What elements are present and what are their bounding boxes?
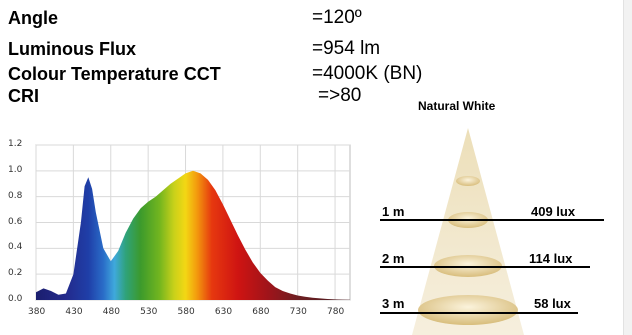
spec-luminous-flux-label: Luminous Flux (8, 39, 136, 59)
spec-cri-value: =>80 (318, 85, 362, 106)
y-tick-label: 0.0 (8, 294, 23, 304)
y-tick-label: 0.8 (8, 190, 23, 201)
x-tick-label: 780 (327, 307, 345, 317)
beam-lux-3m: 58 lux (534, 296, 571, 311)
beam-spot-3m (418, 295, 518, 325)
spectrum-plot (35, 144, 351, 301)
y-tick-label: 0.2 (8, 268, 23, 279)
x-tick-label: 580 (177, 307, 195, 317)
beam-distance-1m: 1 m (382, 204, 405, 219)
spec-angle-value: =120º (312, 7, 362, 28)
x-tick-label: 430 (65, 307, 83, 317)
spec-angle-label: Angle (8, 8, 59, 28)
beam-lux-2m: 114 lux (529, 251, 573, 266)
spec-cct-value: =4000K (BN) (312, 63, 423, 84)
beam-title: Natural White (418, 99, 496, 113)
beam-distance-3m: 3 m (382, 296, 405, 311)
spectrum-area (36, 170, 350, 300)
spec-cri-label: CRI (8, 86, 39, 106)
beam-spot-small (456, 176, 480, 186)
y-tick-label: 0.6 (8, 216, 23, 227)
x-tick-label: 480 (102, 307, 120, 317)
right-frame-border (623, 0, 632, 335)
spec-luminous-flux-value: =954 lm (312, 38, 381, 59)
y-tick-label: 0.4 (8, 242, 23, 253)
beam-line-3m (380, 312, 578, 314)
x-tick-label: 530 (140, 307, 158, 317)
x-tick-label: 630 (214, 307, 233, 317)
y-tick-label: 1.2 (8, 139, 23, 149)
beam-lux-1m: 409 lux (531, 204, 576, 219)
beam-distance-2m: 2 m (382, 251, 405, 266)
x-tick-label: 730 (289, 307, 307, 317)
x-tick-label: 380 (28, 307, 46, 317)
y-tick-label: 1.0 (8, 164, 23, 175)
light-cone (412, 128, 524, 335)
beam-line-2m (380, 266, 590, 268)
beam-line-1m (380, 219, 604, 221)
spec-cct-label: Colour Temperature CCT (8, 64, 221, 84)
x-tick-label: 680 (252, 307, 270, 317)
